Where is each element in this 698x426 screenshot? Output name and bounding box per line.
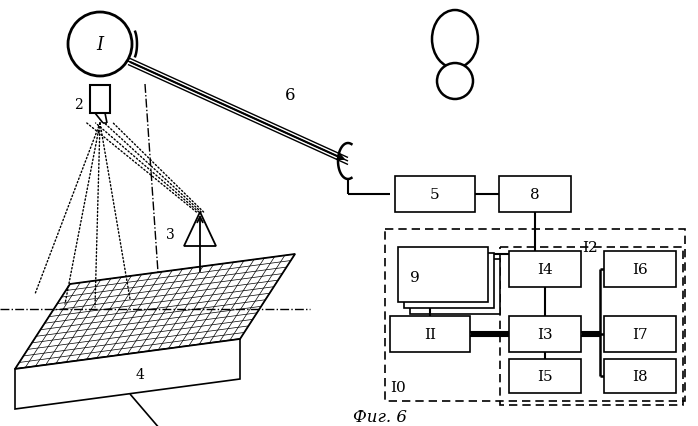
Text: I6: I6 (632, 262, 648, 276)
Bar (509, 359, 581, 393)
Circle shape (68, 13, 132, 77)
Text: I7: I7 (632, 327, 648, 341)
Text: I8: I8 (632, 369, 648, 383)
Bar (509, 251, 581, 287)
Text: 5: 5 (430, 187, 440, 201)
Bar (499, 177, 571, 213)
Text: I: I (96, 36, 103, 54)
Text: I3: I3 (537, 327, 553, 341)
Bar (404, 253, 494, 308)
Text: I4: I4 (537, 262, 553, 276)
Text: 2: 2 (73, 98, 82, 112)
Text: 8: 8 (530, 187, 540, 201)
Polygon shape (15, 339, 240, 409)
Text: 4: 4 (135, 367, 144, 381)
Bar (410, 259, 500, 314)
Text: 9: 9 (410, 271, 420, 284)
Bar (604, 316, 676, 352)
Bar (509, 316, 581, 352)
Text: 7: 7 (450, 30, 460, 44)
Bar (398, 248, 488, 302)
Ellipse shape (432, 11, 478, 69)
Text: II: II (424, 327, 436, 341)
Polygon shape (184, 213, 216, 246)
Text: I5: I5 (537, 369, 553, 383)
Bar (385, 230, 685, 401)
Text: Фиг. 6: Фиг. 6 (353, 409, 407, 426)
Text: I2: I2 (582, 240, 598, 254)
Bar (90, 86, 110, 114)
Bar (390, 316, 470, 352)
Text: I0: I0 (390, 380, 406, 394)
Text: 3: 3 (165, 227, 174, 242)
Circle shape (437, 64, 473, 100)
Polygon shape (15, 254, 295, 369)
Bar (500, 248, 683, 405)
Bar (604, 359, 676, 393)
Bar (604, 251, 676, 287)
Bar (395, 177, 475, 213)
Text: 6: 6 (285, 86, 295, 103)
